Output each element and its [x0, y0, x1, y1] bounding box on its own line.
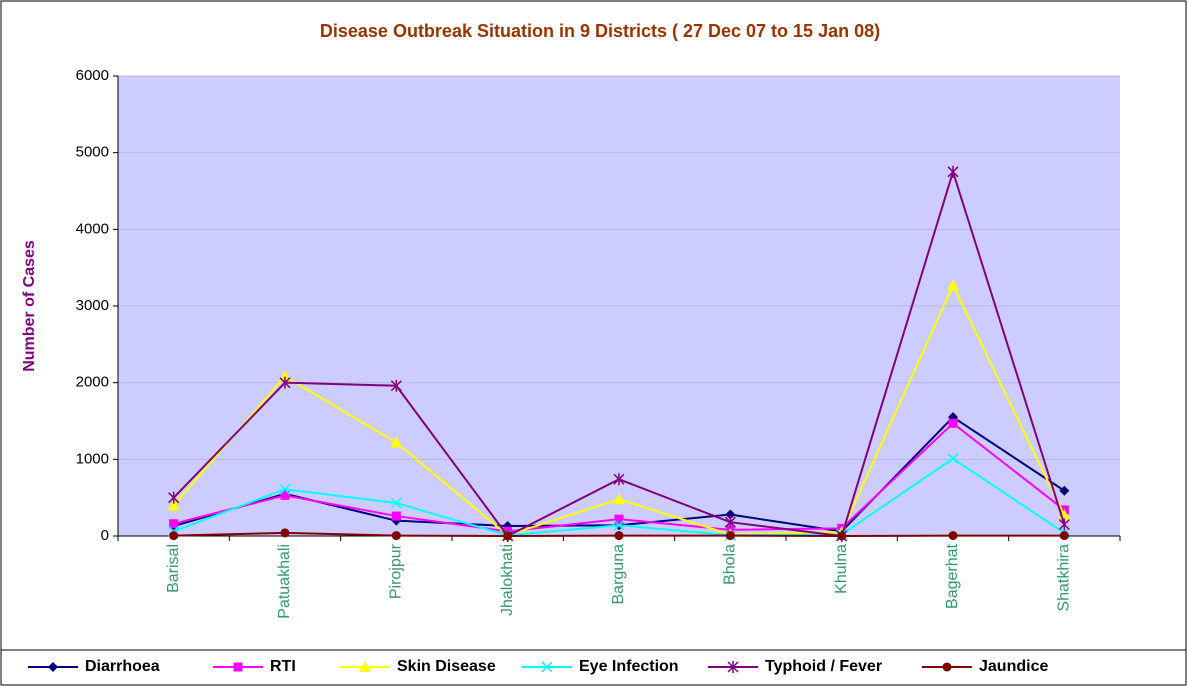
legend-label: RTI [270, 658, 296, 675]
marker [948, 418, 958, 428]
y-tick-label: 2000 [76, 374, 109, 391]
marker [167, 499, 180, 511]
marker [390, 436, 403, 448]
x-tick-label: Bagerhat [944, 543, 961, 608]
marker [613, 493, 625, 505]
marker [837, 531, 847, 541]
marker [942, 662, 952, 672]
y-axis-label: Number of Cases [21, 240, 38, 372]
marker [725, 531, 735, 541]
y-tick-label: 6000 [76, 67, 109, 84]
marker [727, 661, 739, 673]
legend-label: Jaundice [979, 658, 1048, 675]
x-tick-label: Barisal [165, 544, 182, 593]
y-tick-label: 0 [101, 527, 109, 544]
marker [391, 531, 401, 541]
chart-title: Disease Outbreak Situation in 9 District… [320, 21, 880, 41]
marker [279, 483, 291, 495]
marker [359, 661, 371, 672]
marker [48, 662, 58, 672]
x-tick-label: Patuakhali [276, 544, 293, 619]
x-tick-label: Khulna [833, 544, 850, 594]
marker [233, 662, 243, 672]
marker [280, 528, 290, 538]
x-tick-label: Barguna [610, 544, 627, 605]
legend-label: Diarrhoea [85, 658, 160, 675]
marker [390, 497, 402, 509]
x-tick-label: Shatkhira [1056, 544, 1073, 612]
y-tick-label: 5000 [76, 144, 109, 161]
marker [169, 531, 179, 541]
marker [280, 490, 290, 500]
marker [503, 531, 513, 541]
y-tick-label: 3000 [76, 297, 109, 314]
legend-label: Skin Disease [397, 658, 496, 675]
marker [724, 516, 736, 529]
marker [1059, 531, 1069, 541]
marker [279, 376, 291, 389]
marker [391, 511, 401, 521]
marker [725, 509, 736, 520]
marker [613, 473, 625, 486]
marker [169, 519, 179, 529]
marker [614, 514, 624, 524]
marker [168, 491, 180, 504]
marker [947, 453, 959, 465]
marker [390, 379, 402, 392]
x-tick-label: Jhalokhati [499, 544, 516, 616]
marker [614, 531, 624, 541]
y-tick-label: 4000 [76, 220, 109, 237]
marker [613, 519, 625, 531]
marker [948, 531, 958, 541]
marker [541, 661, 553, 673]
x-tick-label: Bhola [722, 544, 739, 585]
marker [947, 279, 959, 291]
y-tick-label: 1000 [76, 450, 109, 467]
legend-label: Typhoid / Fever [765, 658, 882, 675]
marker [1059, 485, 1070, 496]
marker [947, 165, 959, 178]
marker [1058, 518, 1070, 531]
legend-label: Eye Infection [579, 658, 679, 675]
legend-box [0, 649, 1187, 686]
x-tick-label: Pirojpur [388, 543, 405, 599]
